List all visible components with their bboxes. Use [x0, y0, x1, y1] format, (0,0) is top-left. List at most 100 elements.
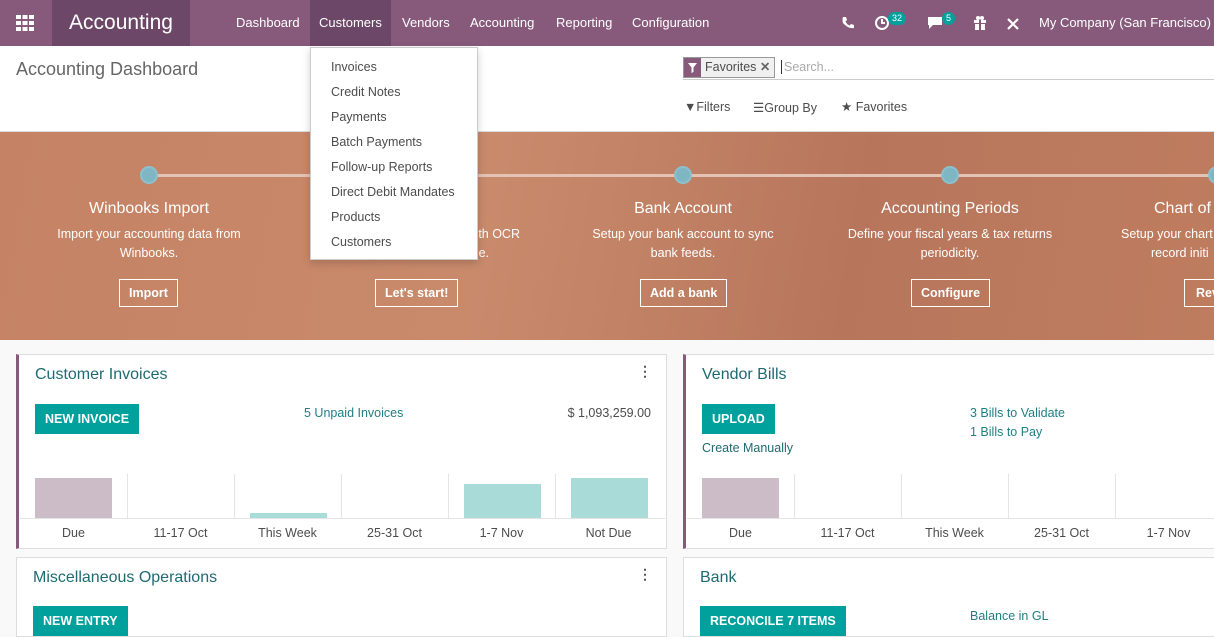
step-button[interactable]: Let's start! [375, 279, 459, 307]
menu-item[interactable]: Customers [310, 0, 391, 46]
card-link[interactable]: Create Manually [702, 441, 794, 455]
group-by-button[interactable]: ☰Group By [753, 101, 818, 115]
menu-item[interactable]: Reporting [556, 15, 613, 30]
step-text: Setup your chart [1121, 227, 1213, 241]
x-tick-label: Due [729, 526, 752, 540]
card-chart: Due 11-17 Oct This Week 25-31 Oct 1-7 Nov Not… [20, 474, 665, 549]
x-tick-label: 1-7 Nov [1146, 526, 1191, 540]
chart-column [127, 474, 234, 518]
control-panel: Accounting Dashboard Favorites ✕ Search.… [0, 46, 1214, 132]
dropdown-item[interactable]: Batch Payments [331, 135, 423, 149]
menu-item[interactable]: Configuration [632, 15, 710, 30]
button-label: Group By [764, 101, 818, 115]
bar [250, 513, 327, 518]
x-tick-label: This Week [925, 526, 984, 540]
company-switcher[interactable]: My Company (San Francisco) [1039, 15, 1211, 30]
x-tick-label: Due [62, 526, 85, 540]
chart-column [794, 474, 901, 518]
journal-card: Miscellaneous Operations ⋮ NEW ENTRY [16, 557, 667, 637]
dropdown-item[interactable]: Invoices [331, 60, 377, 74]
step-button[interactable]: Import [119, 279, 178, 307]
menu-item[interactable]: Dashboard [236, 15, 300, 30]
card-button[interactable]: NEW INVOICE [35, 404, 140, 434]
card-link[interactable]: 3 Bills to Validate [970, 406, 1065, 420]
chart-column [20, 474, 127, 518]
x-tick-label: 11-17 Oct [820, 526, 875, 540]
step-text: th OCR [478, 227, 520, 241]
dropdown-item[interactable]: Payments [331, 110, 387, 124]
debug-icon[interactable] [1006, 17, 1020, 31]
chart-column [234, 474, 341, 518]
card-button[interactable]: NEW ENTRY [33, 606, 128, 636]
chart-baseline [687, 518, 1214, 519]
step-dot [674, 166, 692, 184]
x-tick-label: Not Due [585, 526, 632, 540]
step-button[interactable]: Rev [1184, 279, 1214, 307]
activity-badge: 32 [888, 12, 907, 25]
card-menu[interactable]: ⋮ [638, 566, 652, 582]
x-tick-label: 1-7 Nov [479, 526, 524, 540]
chart-column [448, 474, 555, 518]
step-text: Winbooks. [119, 246, 179, 260]
onboarding-banner: Winbooks Import Import your accounting d… [0, 132, 1214, 340]
dropdown-item[interactable]: Direct Debit Mandates [331, 185, 455, 199]
journal-card: Customer Invoices ⋮ NEW INVOICE 5 Unpaid… [16, 354, 667, 549]
step-dot [941, 166, 959, 184]
favorites-button[interactable]: ★ Favorites [841, 100, 908, 114]
step-text: bank feeds. [650, 246, 716, 260]
filters-button[interactable]: ▼Filters [684, 100, 731, 114]
card-title[interactable]: Miscellaneous Operations [33, 569, 218, 586]
card-title[interactable]: Vendor Bills [702, 366, 787, 383]
dropdown-item[interactable]: Follow-up Reports [331, 160, 433, 174]
card-menu[interactable]: ⋮ [638, 363, 652, 379]
card-title[interactable]: Bank [700, 569, 737, 586]
activity-icon[interactable] [874, 15, 890, 31]
button-label: Filters [696, 100, 731, 114]
step-text: Import your accounting data from [57, 227, 241, 241]
gift-icon[interactable] [973, 15, 987, 30]
journal-card: Vendor Bills UPLOAD Create Manually 3 Bi… [683, 354, 1214, 549]
card-title[interactable]: Customer Invoices [35, 366, 168, 383]
chart-column [555, 474, 662, 518]
step-title: Chart of [1154, 200, 1211, 217]
dropdown-item[interactable]: Products [331, 210, 381, 224]
card-link[interactable]: Balance in GL [970, 609, 1049, 623]
card-button[interactable]: UPLOAD [702, 404, 775, 434]
step-text: record initi [1151, 246, 1209, 260]
step-text: e. [478, 246, 489, 260]
card-button[interactable]: RECONCILE 7 ITEMS [700, 606, 846, 636]
chart-column [1115, 474, 1214, 518]
dropdown-item[interactable]: Customers [331, 235, 392, 249]
chart-column [1008, 474, 1115, 518]
step-button[interactable]: Add a bank [640, 279, 728, 307]
bar [35, 478, 112, 518]
search-input[interactable]: Search... [781, 60, 834, 74]
menu-item[interactable]: Vendors [402, 15, 450, 30]
card-link[interactable]: 1 Bills to Pay [970, 425, 1043, 439]
step-text: periodicity. [920, 246, 980, 260]
step-button[interactable]: Configure [911, 279, 991, 307]
step-title: Accounting Periods [881, 200, 1019, 217]
brand[interactable]: Accounting [52, 0, 190, 46]
menu-item[interactable]: Accounting [470, 15, 535, 30]
dropdown-item[interactable]: Credit Notes [331, 85, 401, 99]
card-chart: Due 11-17 Oct This Week 25-31 Oct 1-7 Nov [687, 474, 1214, 549]
search-bar[interactable]: Favorites ✕ Search... [683, 56, 1214, 80]
step-dot [1208, 166, 1214, 184]
card-link[interactable]: 5 Unpaid Invoices [304, 406, 404, 420]
chart-column [901, 474, 1008, 518]
customers-dropdown: Invoices Credit Notes Payments Batch Pay… [310, 47, 478, 260]
journal-card: Bank RECONCILE 7 ITEMS Balance in GL [683, 557, 1214, 637]
step-dot [140, 166, 158, 184]
bar [571, 478, 648, 518]
message-badge: 5 [942, 12, 956, 25]
card-amount: $ 1,093,259.00 [567, 406, 651, 420]
messages-icon[interactable] [927, 16, 943, 30]
search-facet[interactable]: Favorites ✕ [683, 57, 776, 78]
apps-icon[interactable] [16, 15, 34, 31]
chart-baseline [20, 518, 665, 519]
facet-label: Favorites [705, 60, 757, 74]
chart-column [341, 474, 448, 518]
phone-icon[interactable] [841, 16, 855, 30]
